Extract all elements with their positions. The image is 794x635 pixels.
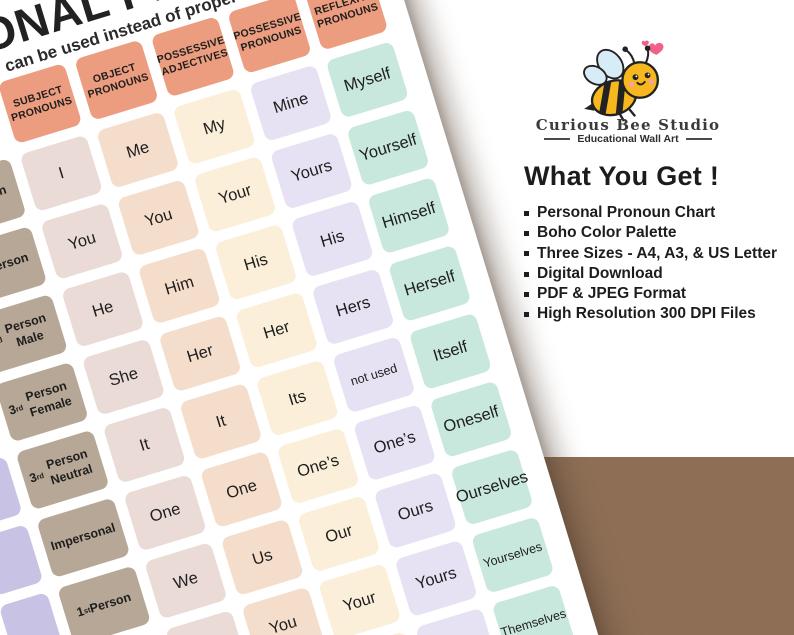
pronoun-cell: Our <box>297 495 381 573</box>
edge-strip-tile <box>0 591 65 635</box>
feature-item: Boho Color Palette <box>524 223 777 243</box>
pronoun-cell: His <box>290 200 375 278</box>
pronoun-cell: Yours <box>394 539 478 618</box>
pronoun-cell: Herself <box>387 244 472 323</box>
pronoun-cell: My <box>172 87 257 166</box>
pronoun-cell: Mine <box>249 64 333 142</box>
row-label: 3rd Person Male <box>0 293 69 375</box>
pronoun-cell: One’s <box>276 427 360 505</box>
tagline-right-rule <box>685 138 712 140</box>
pronoun-cell: Yours <box>269 132 354 210</box>
feature-item: Personal Pronoun Chart <box>524 203 777 223</box>
feature-item: PDF & JPEG Format <box>524 284 777 304</box>
pronoun-cell: Me <box>96 111 180 189</box>
brand-name: Curious Bee Studio <box>535 116 721 134</box>
pronoun-cell: Its <box>255 359 340 437</box>
pronoun-cell: Your <box>317 563 402 635</box>
pronoun-cell: Yourselves <box>470 516 555 594</box>
pronoun-cell: Yourself <box>346 108 430 187</box>
pronoun-cell: Hers <box>311 268 395 346</box>
pronoun-cell: His <box>214 223 298 302</box>
pronoun-cell: We <box>144 541 228 620</box>
pronoun-cell: I <box>19 134 104 213</box>
tagline-text: Educational Wall Art <box>577 133 679 145</box>
row-label: Impersonal <box>36 497 131 579</box>
pronoun-cell: She <box>81 338 166 416</box>
pronoun-cell: Him <box>137 246 222 325</box>
pronoun-cell: Ours <box>373 471 458 550</box>
pronoun-cell: You <box>116 179 201 257</box>
pronoun-cell: not used <box>332 335 416 414</box>
pronoun-cell: He <box>61 270 145 348</box>
pronoun-cell: You <box>241 586 325 635</box>
pronoun-cell: Myself <box>325 41 410 119</box>
column-header: REFLEXIVE PRONOUNS <box>303 0 389 51</box>
pronoun-cell: Your <box>193 155 277 234</box>
edge-strip-tile <box>0 524 44 597</box>
pronoun-cell: Oneself <box>429 380 513 459</box>
brand-logo <box>560 38 696 127</box>
pronoun-cell: Her <box>234 291 319 370</box>
pronoun-cell: Us <box>220 518 305 597</box>
pronoun-grid: SUBJECT PRONOUNS OBJECT PRONOUNS POSSESSIV… <box>0 0 576 635</box>
feature-item: High Resolution 300 DPI Files <box>524 304 777 324</box>
pronoun-cell: Ourselves <box>450 448 534 526</box>
tagline-left-rule <box>544 138 571 140</box>
pronoun-cell: Itself <box>408 312 493 391</box>
pronoun-cell: It <box>179 382 263 461</box>
bee-icon <box>576 40 680 126</box>
pronoun-cell: You <box>40 202 124 281</box>
pronoun-cell: It <box>102 406 187 484</box>
what-you-get-heading: What You Get ! <box>524 161 720 191</box>
pronoun-cell: Themselves <box>491 584 576 635</box>
row-label: 1st Person <box>0 157 27 239</box>
pronoun-cell: One <box>123 474 207 552</box>
column-header: POSSESSIVE PRONOUNS <box>227 0 312 75</box>
pronoun-cell: Her <box>158 314 242 393</box>
pronoun-cell: One’s <box>352 403 437 482</box>
feature-item: Digital Download <box>524 264 777 284</box>
feature-list: Personal Pronoun Chart Boho Color Palett… <box>524 203 777 325</box>
pronoun-cell: One <box>199 450 284 529</box>
brand-tagline: Educational Wall Art <box>478 133 778 145</box>
pronoun-cell: Himself <box>367 176 451 255</box>
feature-item: Three Sizes - A4, A3, & US Letter <box>524 244 777 264</box>
row-label: 2nd Person <box>0 225 48 307</box>
